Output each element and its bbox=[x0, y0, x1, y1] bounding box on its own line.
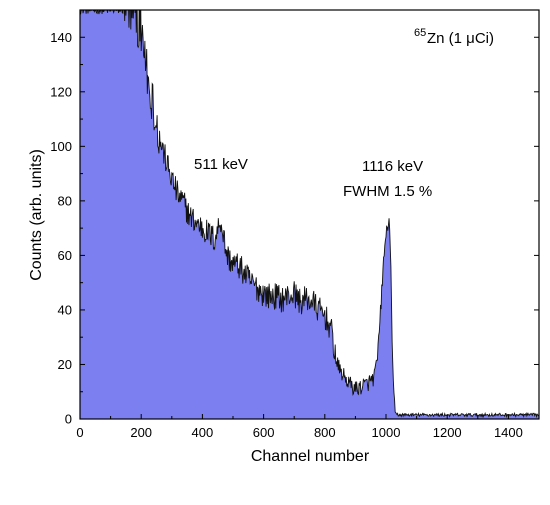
annotation-1116kev: 1116 keV bbox=[362, 158, 423, 175]
spectrum-area bbox=[80, 10, 539, 419]
y-tick-label: 100 bbox=[50, 139, 72, 154]
plot-layer bbox=[80, 10, 539, 419]
y-tick-label: 60 bbox=[58, 248, 72, 263]
y-axis: 0 20 40 60 80 100 120 140 bbox=[50, 30, 539, 427]
x-tick-label: 0 bbox=[76, 425, 83, 440]
annotation-511kev: 511 keV bbox=[194, 156, 248, 173]
source-label: 65 Zn (1 μCi) bbox=[414, 27, 494, 47]
y-tick-label: 20 bbox=[58, 357, 72, 372]
x-tick-label: 200 bbox=[130, 425, 152, 440]
y-tick-label: 40 bbox=[58, 302, 72, 317]
y-tick-label: 0 bbox=[65, 412, 72, 427]
x-tick-label: 800 bbox=[314, 425, 336, 440]
source-label-superscript: 65 bbox=[414, 27, 426, 39]
x-axis-title: Channel number bbox=[251, 448, 370, 465]
x-tick-label: 1000 bbox=[372, 425, 401, 440]
annotation-fwhm: FWHM 1.5 % bbox=[343, 183, 432, 200]
x-tick-label: 1200 bbox=[433, 425, 462, 440]
source-label-text: Zn (1 μCi) bbox=[427, 30, 494, 47]
y-tick-label: 120 bbox=[50, 84, 72, 99]
x-tick-label: 600 bbox=[253, 425, 275, 440]
y-axis-title: Counts (arb. units) bbox=[28, 149, 45, 281]
y-tick-label: 80 bbox=[58, 193, 72, 208]
x-tick-label: 1400 bbox=[494, 425, 523, 440]
x-tick-label: 400 bbox=[192, 425, 214, 440]
spectrum-line bbox=[80, 10, 539, 419]
y-tick-label: 140 bbox=[50, 30, 72, 45]
x-axis: 0 200 400 600 800 1000 1200 1400 bbox=[76, 414, 523, 440]
plot-frame bbox=[79, 9, 540, 420]
